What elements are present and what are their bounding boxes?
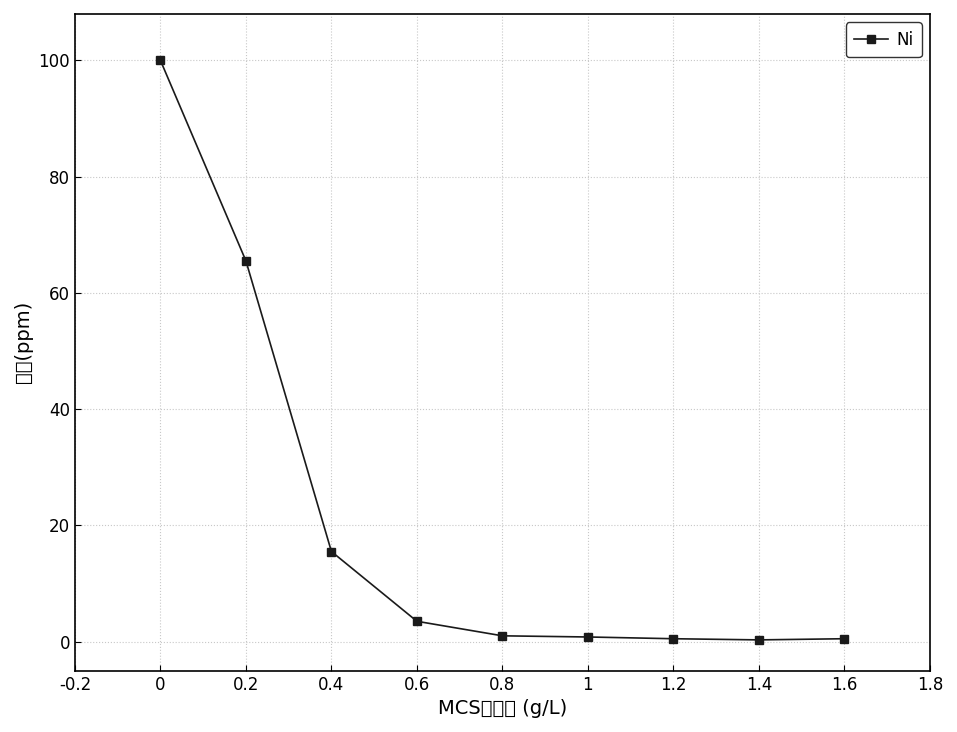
Ni	[582, 632, 593, 641]
Ni	[325, 547, 337, 556]
Ni	[838, 635, 850, 643]
Ni	[668, 635, 679, 643]
Legend: Ni: Ni	[846, 22, 922, 57]
Ni	[240, 256, 252, 265]
Y-axis label: 浓度(ppm): 浓度(ppm)	[14, 301, 33, 384]
Ni	[753, 635, 765, 644]
Ni	[155, 56, 167, 64]
Ni	[497, 632, 508, 640]
Ni	[412, 617, 423, 626]
Line: Ni: Ni	[156, 56, 849, 644]
X-axis label: MCS添加量 (g/L): MCS添加量 (g/L)	[437, 699, 568, 718]
